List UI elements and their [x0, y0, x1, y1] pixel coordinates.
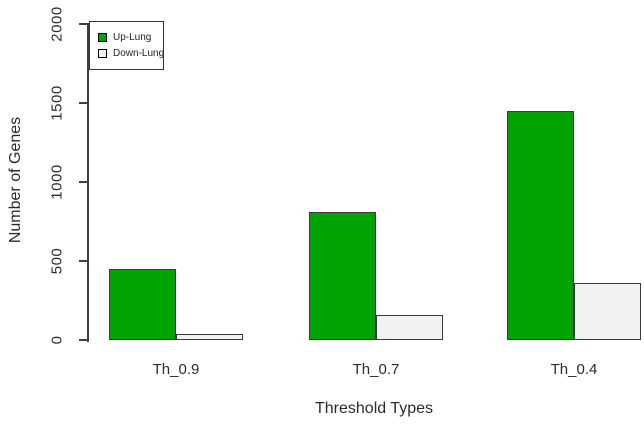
bar-up-lung	[309, 212, 376, 340]
y-tick	[79, 102, 88, 104]
legend-item: Down-Lung	[98, 48, 165, 60]
y-tick	[79, 260, 88, 262]
legend: Up-Lung Down-Lung	[89, 21, 164, 70]
x-tick-label: Th_0.4	[550, 361, 598, 378]
y-tick-label: 1500	[48, 85, 66, 121]
legend-swatch	[98, 33, 107, 42]
legend-label: Up-Lung	[113, 32, 152, 43]
bar-down-lung	[376, 315, 443, 340]
legend-label: Down-Lung	[113, 48, 165, 59]
y-axis-title: Number of Genes	[7, 116, 24, 244]
y-tick-label: 1000	[48, 164, 66, 200]
bar-up-lung	[109, 269, 176, 340]
y-tick-label: 2000	[48, 6, 66, 42]
y-tick	[79, 181, 88, 183]
y-tick-label: 0	[48, 335, 66, 345]
bar-up-lung	[507, 111, 574, 340]
legend-swatch	[98, 49, 107, 58]
x-axis-title: Threshold Types	[315, 400, 433, 417]
y-tick	[79, 339, 88, 341]
x-tick-label: Th_0.9	[152, 361, 200, 378]
plot-area	[88, 24, 641, 340]
bar-down-lung	[176, 334, 243, 340]
y-tick	[79, 23, 88, 25]
legend-item: Up-Lung	[98, 32, 163, 44]
x-tick-label: Th_0.7	[352, 361, 400, 378]
y-tick-label: 500	[48, 247, 66, 275]
bar-down-lung	[574, 283, 641, 340]
y-axis-line	[87, 23, 89, 342]
